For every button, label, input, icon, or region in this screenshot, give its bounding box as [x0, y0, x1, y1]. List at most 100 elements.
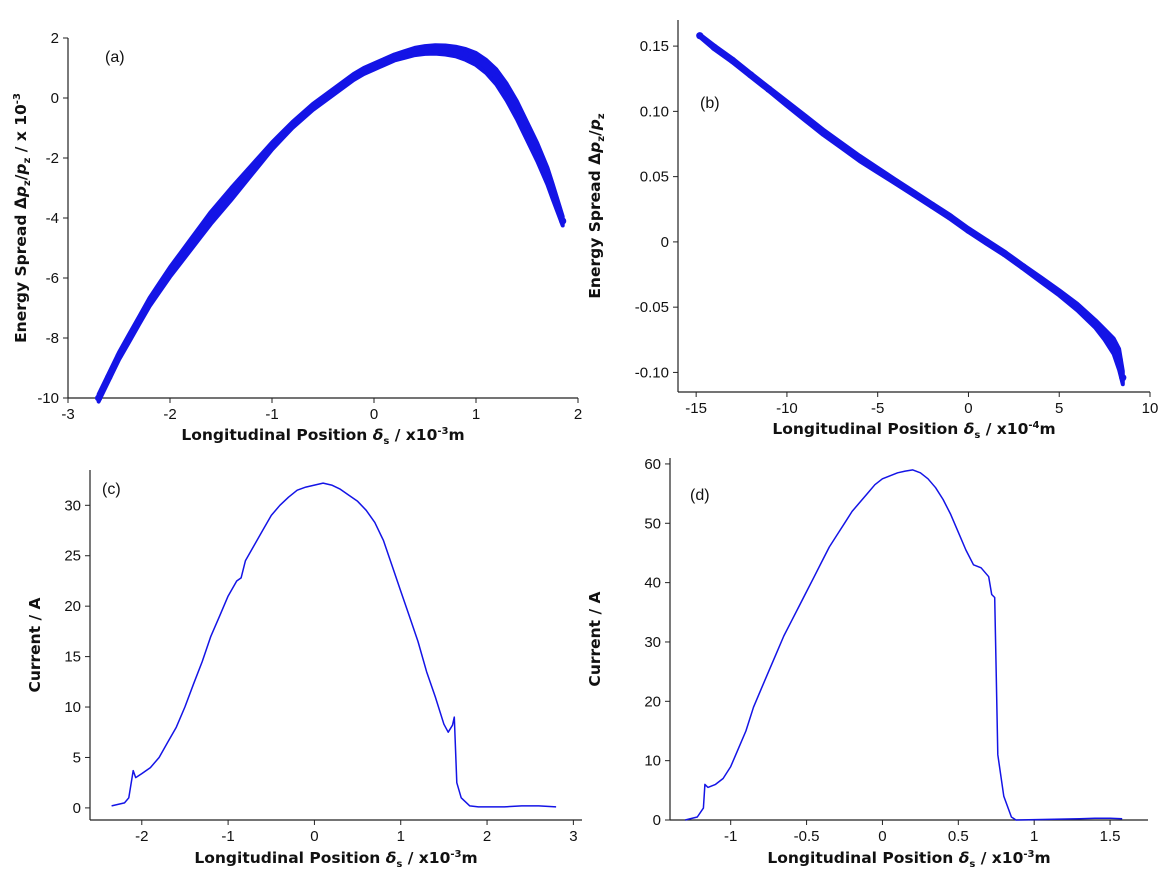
y-tick-label: -6 — [46, 270, 59, 287]
data-point — [237, 178, 245, 186]
x-tick-label: -15 — [685, 400, 707, 417]
data-point — [1115, 355, 1123, 363]
data-point — [268, 142, 276, 150]
data-point — [710, 43, 718, 52]
data-point — [946, 213, 954, 221]
y-tick-label: -4 — [46, 210, 59, 227]
data-point — [411, 47, 419, 56]
x-axis-label: Longitudinal Position δs / x10-3m — [181, 426, 464, 447]
y-tick-label: 0.10 — [640, 103, 669, 120]
data-point — [819, 128, 827, 136]
data-point — [248, 166, 256, 174]
x-tick-label: -3 — [61, 406, 74, 423]
y-tick-label: 0 — [653, 812, 661, 829]
data-point — [370, 62, 378, 71]
data-point — [1037, 276, 1045, 284]
data-point — [892, 178, 900, 186]
data-point — [1073, 303, 1081, 311]
data-point — [1055, 289, 1063, 297]
data-point — [482, 62, 490, 71]
data-point — [783, 99, 791, 108]
data-point — [115, 352, 123, 360]
data-point — [855, 154, 864, 162]
data-point — [801, 114, 809, 122]
series-line — [685, 469, 1123, 821]
data-point — [227, 190, 235, 198]
y-tick-label: 30 — [644, 634, 661, 651]
y-tick-label: -8 — [46, 330, 59, 347]
x-tick-label: 0.5 — [948, 828, 969, 845]
data-point — [543, 172, 552, 180]
scatter-band — [697, 32, 1125, 387]
panel-label: (c) — [102, 481, 121, 498]
x-tick-label: 10 — [1142, 400, 1159, 417]
data-point — [125, 334, 133, 342]
data-point — [288, 121, 296, 129]
x-tick-label: -2 — [135, 828, 148, 845]
x-tick-label: 2 — [574, 406, 582, 423]
y-tick-label: 2 — [51, 30, 59, 47]
y-tick-label: 25 — [64, 548, 81, 565]
x-tick-label: 1 — [472, 406, 480, 423]
x-tick-label: -1 — [221, 828, 234, 845]
x-axis-label: Longitudinal Position δs / x10-3m — [194, 849, 477, 870]
x-tick-label: 0 — [310, 828, 318, 845]
data-point — [380, 58, 388, 66]
panel-label: (a) — [105, 49, 125, 66]
y-axis-label: Energy Spread Δpz/pz / x 10-3 — [12, 93, 33, 343]
y-tick-label: 15 — [64, 649, 81, 666]
x-tick-label: 0 — [370, 406, 378, 423]
data-point — [452, 47, 460, 56]
data-point — [360, 67, 368, 75]
data-point — [329, 88, 337, 96]
scatter-band — [96, 43, 565, 404]
data-point — [548, 187, 557, 195]
data-point — [503, 88, 511, 96]
x-tick-label: 5 — [1055, 400, 1063, 417]
chart-panel-b: -15 -10 -5 0 5 10 -0.10 -0.05 0 0.05 0.10 0.15 (b) Lo… — [586, 20, 1158, 441]
data-point — [554, 202, 562, 210]
data-point — [696, 32, 704, 40]
y-tick-label: 0 — [51, 90, 59, 107]
data-series — [111, 482, 557, 808]
data-point — [146, 298, 154, 306]
data-point — [186, 241, 194, 249]
y-tick-label: -0.10 — [635, 364, 669, 381]
data-point — [1110, 342, 1118, 350]
data-series — [95, 43, 567, 404]
x-tick-label: -1 — [724, 828, 737, 845]
data-point — [462, 50, 470, 59]
y-tick-label: 5 — [73, 749, 81, 766]
y-tick-label: 0.15 — [640, 38, 669, 55]
x-tick-label: 2 — [483, 828, 491, 845]
data-point — [166, 268, 174, 276]
data-point — [728, 56, 737, 65]
y-tick-label: 10 — [644, 753, 661, 770]
data-point — [983, 238, 991, 246]
y-tick-label: -0.05 — [635, 299, 669, 316]
x-tick-label: -1 — [265, 406, 278, 423]
data-point — [176, 254, 184, 263]
data-point — [156, 283, 164, 291]
data-point — [401, 50, 409, 59]
y-tick-label: 10 — [64, 699, 81, 716]
y-tick-label: 20 — [64, 598, 81, 615]
y-tick-label: 50 — [644, 515, 661, 532]
data-point — [431, 45, 439, 54]
x-tick-label: 1 — [1030, 828, 1038, 845]
data-series — [696, 32, 1127, 387]
y-tick-label: 0 — [73, 800, 81, 817]
x-tick-label: 3 — [569, 828, 577, 845]
data-point — [1019, 263, 1027, 271]
data-point — [278, 131, 286, 140]
data-point — [492, 73, 500, 81]
data-point — [513, 106, 521, 114]
chart-panel-a: -3 -2 -1 0 1 2-10-8-6-4-202(a)Longitudinal Po… — [12, 30, 582, 447]
data-point — [533, 148, 541, 156]
data-point — [910, 190, 918, 198]
data-point — [472, 55, 480, 63]
y-axis-label: Current / A — [586, 591, 604, 686]
data-point — [874, 166, 882, 174]
data-point — [1119, 374, 1127, 382]
